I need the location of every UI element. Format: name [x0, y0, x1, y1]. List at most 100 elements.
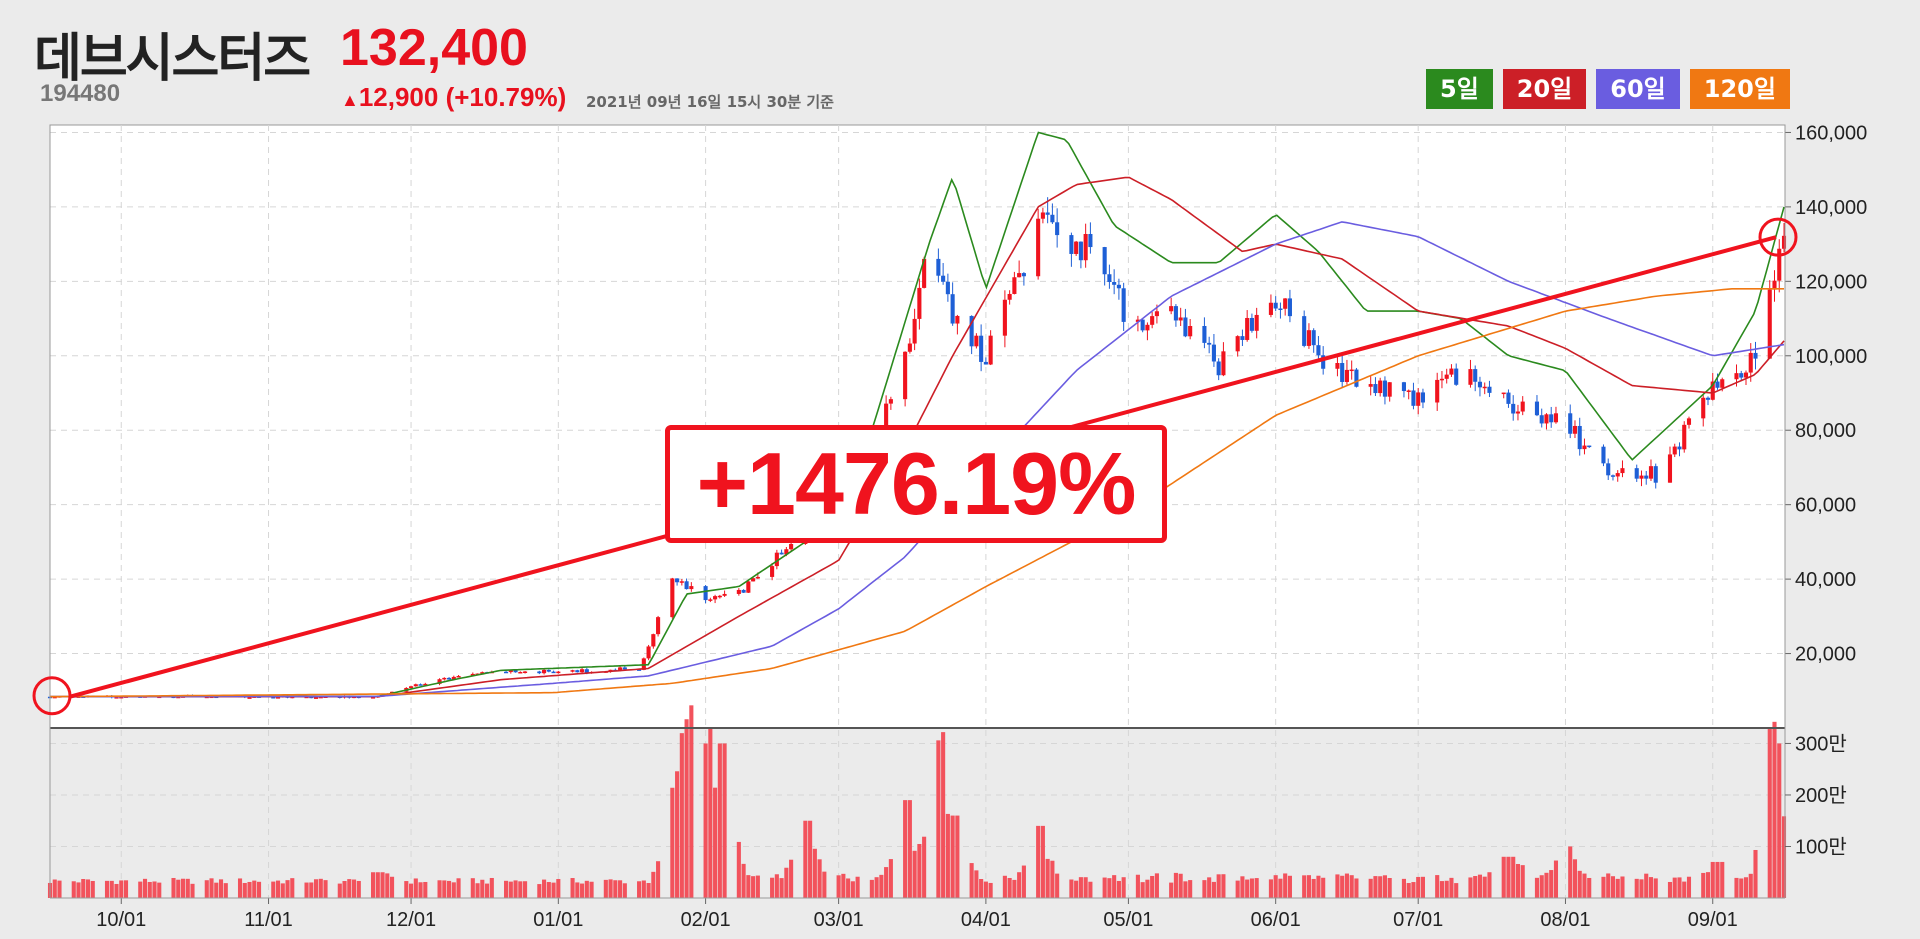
- candle-body: [1601, 446, 1606, 464]
- candle-body: [1477, 381, 1483, 388]
- candle-body: [1078, 241, 1083, 261]
- candle-body: [1582, 445, 1587, 450]
- volume-bar: [309, 882, 314, 898]
- volume-bar: [1183, 881, 1188, 898]
- candle-body: [1449, 368, 1454, 375]
- volume-bar: [879, 874, 884, 898]
- candle-body: [1135, 319, 1140, 322]
- volume-bar: [1268, 879, 1273, 898]
- candle-body: [1667, 454, 1673, 483]
- x-tick-label: 11/01: [244, 909, 293, 931]
- volume-bar: [1302, 875, 1307, 898]
- x-tick-label: 08/01: [1540, 909, 1590, 931]
- volume-bar: [651, 871, 656, 898]
- x-tick-label: 12/01: [386, 909, 436, 931]
- candle-body: [912, 318, 917, 344]
- grid: [50, 125, 1785, 898]
- candle-body: [1283, 298, 1288, 309]
- volume-bar: [1615, 878, 1620, 898]
- volume-bar: [1169, 882, 1174, 898]
- volume-bar: [1017, 872, 1022, 898]
- end-circle: [1758, 217, 1798, 257]
- volume-bar: [104, 880, 110, 898]
- candle-body: [1050, 214, 1055, 223]
- volume-bar: [988, 882, 993, 898]
- volume-bar: [888, 859, 893, 898]
- candle-body: [480, 672, 485, 674]
- volume-bar: [242, 882, 247, 898]
- volume-bar: [907, 800, 912, 898]
- ma-line-60일: [50, 221, 1785, 698]
- volume-bar: [485, 883, 490, 898]
- price-change: ▲12,900 (+10.79%): [341, 82, 566, 113]
- candle-body: [1772, 280, 1777, 290]
- candle-body: [1316, 345, 1321, 356]
- volume-bar: [1074, 880, 1079, 898]
- volume-bar: [404, 881, 409, 898]
- candle-body: [413, 684, 418, 687]
- candle-body: [1221, 351, 1226, 376]
- volume-bar: [1140, 882, 1145, 898]
- candle-body: [437, 679, 442, 684]
- candle-body: [1734, 373, 1739, 380]
- volume-bar: [1349, 875, 1354, 898]
- candle-body: [646, 646, 651, 659]
- volume-bar: [1145, 879, 1150, 898]
- candle-body: [950, 294, 955, 324]
- volume-bar: [109, 880, 114, 898]
- candle-body: [689, 586, 694, 590]
- volume-bar: [1202, 880, 1207, 898]
- volume-bar: [285, 880, 290, 898]
- volume-bar: [1235, 880, 1240, 898]
- volume-bar: [1335, 874, 1340, 898]
- volume-bar: [1040, 825, 1045, 898]
- volume-bar: [204, 880, 209, 898]
- candle-body: [176, 696, 181, 699]
- volume-bar: [1311, 878, 1316, 898]
- volume-bar: [1572, 859, 1578, 898]
- candle-body: [1501, 392, 1506, 395]
- legend-ma5-button[interactable]: 5일: [1426, 69, 1493, 109]
- volume-bar: [518, 881, 523, 898]
- candle-body: [1102, 247, 1107, 275]
- candle-body: [409, 686, 414, 688]
- volume-bar: [418, 882, 423, 898]
- volume-bar: [171, 877, 176, 898]
- volume-bar: [1587, 877, 1592, 898]
- candle-body: [922, 258, 927, 288]
- volume-bar: [81, 879, 86, 898]
- candle-body: [675, 578, 680, 583]
- candle-body: [570, 670, 575, 672]
- candle-body: [1781, 235, 1787, 249]
- volume-bar: [1534, 877, 1540, 898]
- legend-ma120-button[interactable]: 120일: [1689, 69, 1790, 109]
- candle-body: [1748, 352, 1753, 373]
- candle-body: [508, 670, 513, 673]
- candle-body: [1069, 235, 1074, 254]
- candle-body: [1577, 425, 1582, 450]
- candle-body: [1672, 446, 1677, 455]
- as-of-timestamp: 2021년 09년 16일 15시 30분 기준: [586, 93, 834, 111]
- candle-body: [518, 671, 523, 674]
- candle-body: [1387, 382, 1392, 397]
- candle-body: [1705, 397, 1711, 400]
- volume-bar: [1682, 881, 1687, 898]
- candle-body: [456, 675, 461, 678]
- candle-body: [1444, 374, 1449, 379]
- candle-body: [447, 677, 452, 680]
- candle-body: [1739, 373, 1744, 378]
- volume-bar: [1634, 878, 1639, 898]
- volume-bar: [808, 820, 813, 898]
- legend-ma20-button[interactable]: 20일: [1502, 69, 1587, 109]
- volume-bar: [903, 800, 908, 898]
- candle-body: [451, 676, 456, 680]
- legend-ma60-button[interactable]: 60일: [1596, 69, 1680, 109]
- candle-body: [679, 581, 684, 583]
- volume-bar: [1648, 877, 1654, 898]
- volume-bar: [741, 863, 746, 898]
- candle-body: [983, 361, 988, 365]
- volume-bar: [152, 881, 157, 898]
- x-tick-label: 10/01: [96, 909, 146, 931]
- stock-code: 194480: [40, 80, 121, 107]
- volume-bar: [556, 879, 561, 898]
